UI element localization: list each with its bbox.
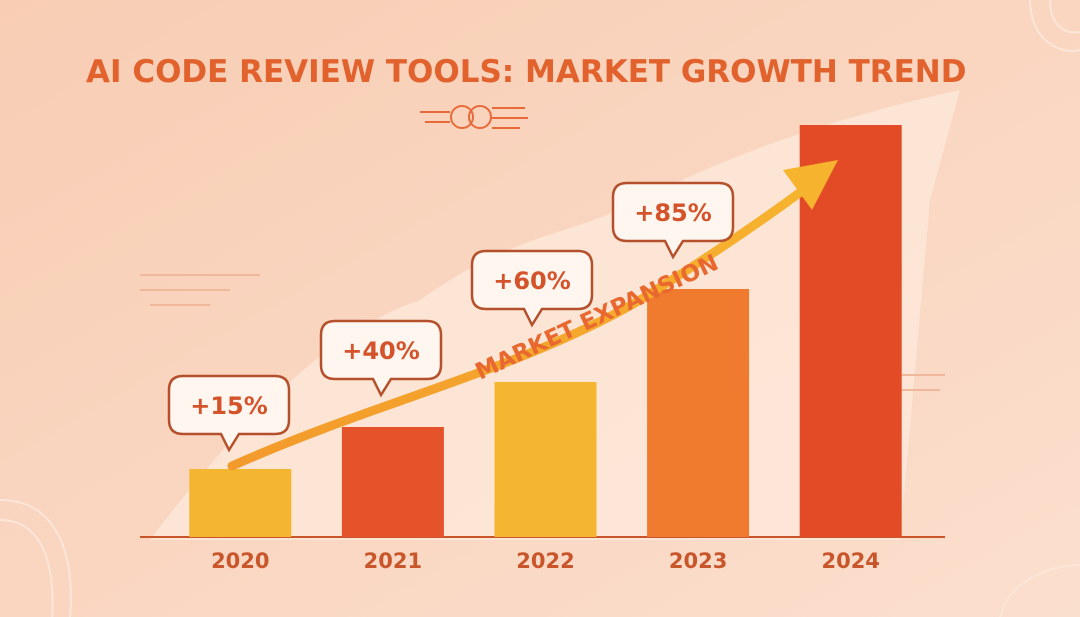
callout-label: +40% bbox=[342, 337, 420, 365]
x-tick-label: 2020 bbox=[211, 549, 269, 573]
arrow-head bbox=[783, 160, 838, 210]
callout-bubble bbox=[319, 319, 443, 398]
chart-title: AI CODE REVIEW TOOLS: MARKET GROWTH TREN… bbox=[86, 54, 966, 90]
x-tick-label: 2021 bbox=[364, 549, 422, 573]
callout: +85% bbox=[611, 181, 735, 260]
callout-bubble bbox=[470, 249, 594, 328]
callout-label: +15% bbox=[190, 392, 268, 420]
trend-arrow bbox=[227, 180, 815, 471]
bar bbox=[494, 382, 597, 537]
x-tick-label: 2022 bbox=[516, 549, 574, 573]
callout-bubble bbox=[167, 374, 291, 453]
callout: +15% bbox=[167, 374, 291, 453]
x-tick-label: 2023 bbox=[669, 549, 727, 573]
callout: +60% bbox=[470, 249, 594, 328]
callout-label: +85% bbox=[634, 199, 712, 227]
callout: +40% bbox=[319, 319, 443, 398]
bar bbox=[647, 289, 750, 537]
x-tick-label: 2024 bbox=[821, 549, 879, 573]
brain-icon bbox=[420, 105, 528, 129]
bar bbox=[189, 469, 292, 537]
bar bbox=[341, 427, 444, 537]
callout-label: +60% bbox=[493, 267, 571, 295]
callout-bubble bbox=[611, 181, 735, 260]
